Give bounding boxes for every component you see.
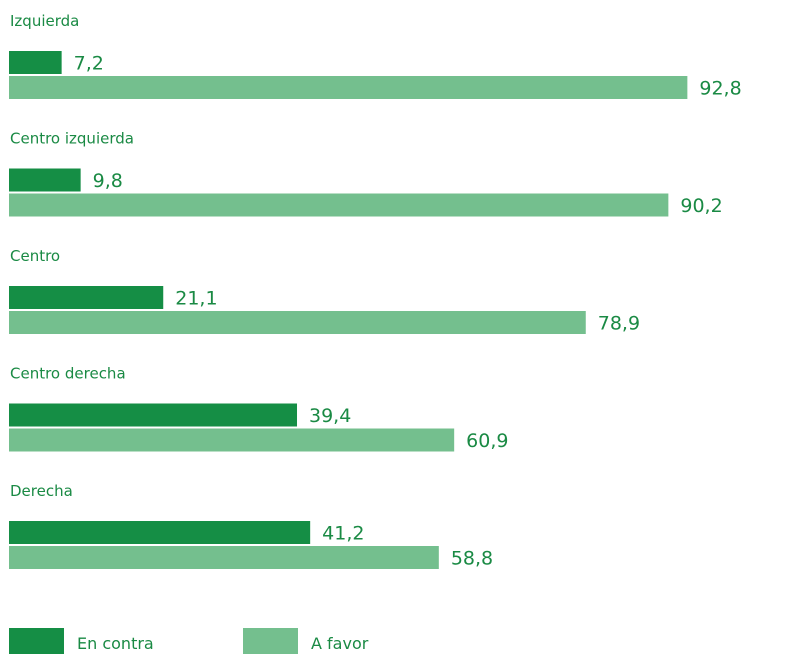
category-group-centro-derecha: Centro derecha 39,4 60,9	[9, 365, 508, 452]
data-label-en-contra: 41,2	[322, 523, 364, 545]
category-group-izquierda: Izquierda 7,2 92,8	[9, 12, 742, 100]
data-label-en-contra: 21,1	[175, 288, 217, 310]
bar-en-contra	[9, 168, 81, 192]
data-label-en-contra: 39,4	[309, 405, 351, 427]
bar-en-contra	[9, 51, 62, 74]
bar-a-favor	[9, 193, 669, 217]
bar-a-favor	[9, 76, 688, 99]
category-group-centro: Centro 21,1 78,9	[9, 247, 640, 335]
category-group-derecha: Derecha 41,2 58,8	[9, 482, 493, 570]
data-label-en-contra: 9,8	[93, 170, 123, 192]
legend-label: En contra	[77, 634, 154, 653]
category-label: Centro izquierda	[10, 130, 134, 148]
legend-label: A favor	[311, 634, 369, 653]
category-group-centro-izquierda: Centro izquierda 9,8 90,2	[9, 130, 723, 217]
category-label: Centro	[10, 247, 60, 265]
data-label-a-favor: 92,8	[699, 78, 741, 100]
data-label-a-favor: 58,8	[451, 548, 493, 570]
data-label-a-favor: 90,2	[680, 195, 722, 217]
bar-a-favor	[9, 546, 439, 569]
legend-item-a-favor: A favor	[243, 628, 369, 654]
legend: En contra A favor	[9, 628, 369, 654]
bar-a-favor	[9, 428, 455, 452]
data-label-a-favor: 60,9	[466, 430, 508, 452]
category-label: Centro derecha	[10, 365, 126, 383]
bar-en-contra	[9, 286, 164, 309]
bar-en-contra	[9, 403, 298, 427]
bar-a-favor	[9, 311, 586, 334]
legend-swatch	[243, 628, 298, 654]
category-label: Derecha	[10, 482, 73, 500]
data-label-en-contra: 7,2	[74, 53, 104, 75]
legend-item-en-contra: En contra	[9, 628, 154, 654]
legend-swatch	[9, 628, 64, 654]
bar-en-contra	[9, 521, 311, 544]
data-label-a-favor: 78,9	[598, 313, 640, 335]
category-label: Izquierda	[10, 12, 79, 30]
